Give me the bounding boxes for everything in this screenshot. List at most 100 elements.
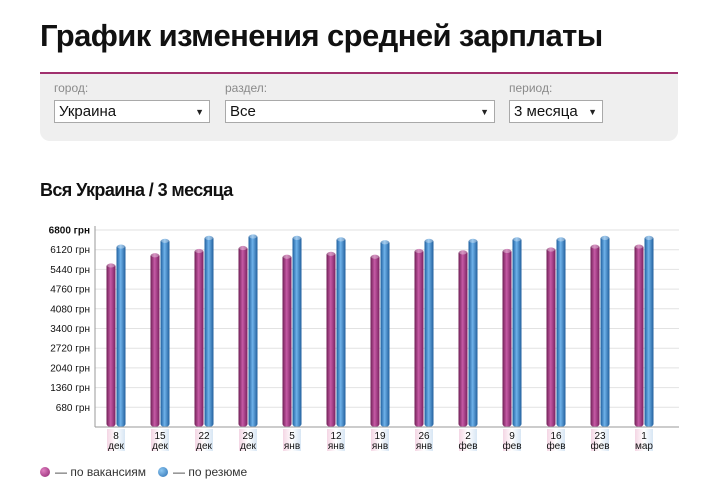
bar-vacancies <box>238 245 248 427</box>
city-select-value: Украина <box>59 103 117 120</box>
x-label-bg <box>591 429 609 451</box>
x-tick-day: 12 <box>330 431 342 442</box>
resumes-dot-icon <box>158 467 168 477</box>
city-label: город: <box>54 81 89 95</box>
bar-resumes <box>512 237 522 427</box>
page-title: График изменения средней зарплаты <box>40 18 603 53</box>
y-tick-label: 3400 грн <box>50 324 90 335</box>
x-tick-day: 26 <box>418 431 430 442</box>
bar-resumes <box>292 235 302 427</box>
city-filter: город: Украина ▼ <box>54 81 210 123</box>
x-label-bg <box>107 429 125 451</box>
chart-title: Вся Украина / 3 месяца <box>40 180 233 200</box>
x-tick-day: 9 <box>509 431 515 442</box>
bar-resumes <box>380 239 390 427</box>
legend-resumes: — по резюме <box>158 465 247 479</box>
section-filter: раздел: Все ▼ <box>225 81 495 123</box>
x-tick-month: фев <box>458 440 477 452</box>
y-tick-label: 2720 грн <box>50 344 90 355</box>
y-tick-label: 680 грн <box>56 403 90 414</box>
x-label-bg <box>195 429 213 451</box>
bar-resumes <box>204 235 214 427</box>
y-tick-label: 5440 грн <box>50 265 90 276</box>
x-tick-day: 22 <box>198 431 210 442</box>
bar-resumes <box>116 244 126 427</box>
bar-vacancies <box>106 263 116 427</box>
x-tick-month: янв <box>328 441 344 452</box>
period-select[interactable]: 3 месяца ▼ <box>509 100 603 123</box>
x-tick-day: 16 <box>550 431 562 442</box>
period-filter: период: 3 месяца ▼ <box>509 81 603 123</box>
bar-vacancies <box>326 251 336 427</box>
y-tick-label: 1360 грн <box>50 383 90 394</box>
x-label-bg <box>327 429 345 451</box>
bar-vacancies <box>590 244 600 427</box>
x-label-bg <box>151 429 169 451</box>
x-tick-month: янв <box>416 441 432 452</box>
y-tick-label: 4080 грн <box>50 304 90 315</box>
legend-vacancies-label: — по вакансиям <box>55 465 147 479</box>
bar-resumes <box>644 235 654 427</box>
section-select-value: Все <box>230 103 256 120</box>
y-tick-label: 6800 грн <box>49 226 90 237</box>
x-tick-day: 19 <box>374 431 386 442</box>
bar-resumes <box>556 237 566 427</box>
bar-vacancies <box>282 254 292 427</box>
city-select[interactable]: Украина ▼ <box>54 100 210 123</box>
x-label-bg <box>503 429 521 451</box>
x-tick-day: 23 <box>594 431 606 442</box>
bar-resumes <box>424 238 434 427</box>
x-tick-day: 1 <box>641 431 647 442</box>
x-tick-day: 29 <box>242 431 254 442</box>
bar-vacancies <box>370 254 380 427</box>
bar-resumes <box>160 238 170 427</box>
x-tick-month: янв <box>372 441 388 452</box>
bar-resumes <box>468 238 478 427</box>
x-tick-month: дек <box>108 441 124 452</box>
section-label: раздел: <box>225 81 268 95</box>
x-label-bg <box>415 429 433 451</box>
y-tick-label: 2040 грн <box>50 363 90 374</box>
section-select[interactable]: Все ▼ <box>225 100 495 123</box>
dropdown-arrow-icon: ▼ <box>195 107 204 117</box>
bar-resumes <box>600 235 610 427</box>
bar-vacancies <box>502 248 512 427</box>
bar-resumes <box>248 234 258 427</box>
x-label-bg <box>283 429 301 451</box>
filter-panel: город: Украина ▼ раздел: Все ▼ период: 3… <box>40 72 678 141</box>
x-label-bg <box>239 429 257 451</box>
x-tick-day: 2 <box>465 431 471 442</box>
bar-vacancies <box>194 248 204 427</box>
x-tick-month: дек <box>240 441 256 452</box>
x-tick-month: фев <box>546 440 565 452</box>
x-tick-month: дек <box>196 441 212 452</box>
bar-vacancies <box>458 250 468 427</box>
dropdown-arrow-icon: ▼ <box>588 107 597 117</box>
x-label-bg <box>547 429 565 451</box>
y-tick-label: 6120 грн <box>50 245 90 256</box>
salary-bar-chart: 680 грн 1360 грн 2040 грн 2720 грн 3400 грн 4… <box>49 226 679 452</box>
y-tick-label: 4760 грн <box>50 285 90 296</box>
x-tick-day: 5 <box>289 431 295 442</box>
x-label-bg <box>371 429 389 451</box>
x-tick-month: фев <box>590 440 609 452</box>
x-label-bg <box>635 429 653 451</box>
x-tick-day: 8 <box>113 431 119 442</box>
x-label-bg <box>459 429 477 451</box>
vacancies-dot-icon <box>40 467 50 477</box>
bar-vacancies <box>634 244 644 427</box>
bar-vacancies <box>150 252 160 427</box>
x-tick-day: 15 <box>154 431 166 442</box>
bar-vacancies <box>414 248 424 427</box>
bar-vacancies <box>546 247 556 427</box>
period-select-value: 3 месяца <box>514 103 578 120</box>
x-tick-month: янв <box>284 441 300 452</box>
legend-resumes-label: — по резюме <box>173 465 248 479</box>
legend-vacancies: — по вакансиям <box>40 465 146 479</box>
dropdown-arrow-icon: ▼ <box>480 107 489 117</box>
x-tick-month: дек <box>152 441 168 452</box>
bar-resumes <box>336 237 346 427</box>
x-tick-month: мар <box>635 441 653 452</box>
period-label: период: <box>509 81 553 95</box>
x-tick-month: фев <box>502 440 521 452</box>
